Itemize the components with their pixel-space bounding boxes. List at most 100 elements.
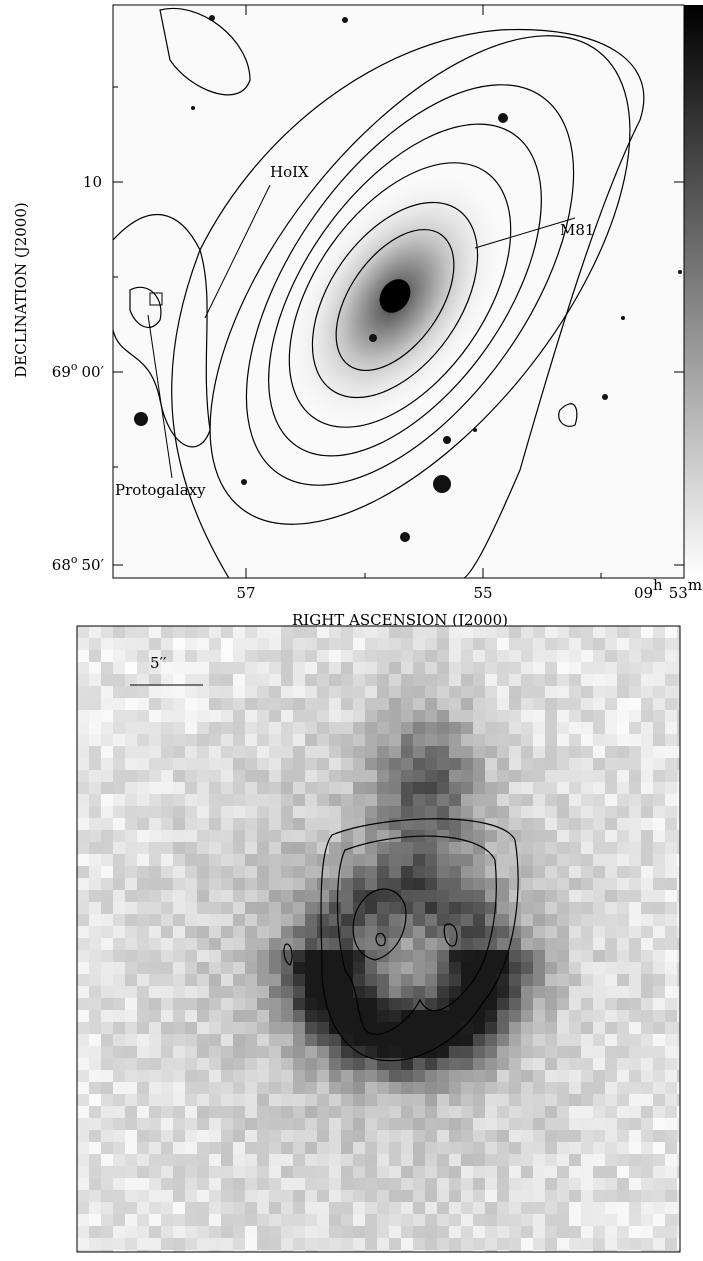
pixel [101,722,113,734]
pixel [389,854,401,866]
pixel [593,1238,605,1250]
pixel [329,890,341,902]
pixel [149,902,161,914]
pixel [557,782,569,794]
pixel [185,1058,197,1070]
pixel [341,938,353,950]
pixel [245,1130,257,1142]
pixel [437,1082,449,1094]
pixel [473,662,485,674]
pixel [545,650,557,662]
pixel [221,1142,233,1154]
pixel [89,1202,101,1214]
pixel [245,1034,257,1046]
pixel [581,1202,593,1214]
pixel [425,1034,437,1046]
pixel [653,866,665,878]
pixel [221,986,233,998]
pixel [257,974,269,986]
pixel [137,1202,149,1214]
pixel [329,818,341,830]
pixel [149,1142,161,1154]
pixel [605,878,617,890]
pixel [653,698,665,710]
pixel [449,746,461,758]
pixel [581,1226,593,1238]
pixel [449,1046,461,1058]
pixel [569,1046,581,1058]
pixel [461,758,473,770]
pixel [413,1058,425,1070]
pixel [617,1190,629,1202]
pixel [557,962,569,974]
pixel [665,734,677,746]
pixel [209,818,221,830]
pixel [629,1154,641,1166]
pixel [77,710,89,722]
pixel [401,626,413,638]
pixel [569,902,581,914]
pixel [473,758,485,770]
pixel [161,1250,173,1257]
pixel [677,1142,689,1154]
pixel [293,986,305,998]
pixel [209,638,221,650]
pixel [497,914,509,926]
pixel [641,878,653,890]
pixel [617,662,629,674]
pixel [377,650,389,662]
pixel [221,710,233,722]
pixel [557,986,569,998]
pixel [665,1046,677,1058]
pixel [629,1034,641,1046]
pixel [101,998,113,1010]
pixel [185,878,197,890]
pixel [485,878,497,890]
pixel [281,674,293,686]
pixel [461,1190,473,1202]
pixel [209,1118,221,1130]
pixel [125,998,137,1010]
pixel [437,710,449,722]
pixel [221,1082,233,1094]
pixel [173,1022,185,1034]
pixel [545,974,557,986]
pixel [317,710,329,722]
pixel [293,1238,305,1250]
pixel [233,986,245,998]
pixel [389,674,401,686]
pixel [269,866,281,878]
pixel [197,1142,209,1154]
pixel [197,1022,209,1034]
pixel [209,806,221,818]
pixel [629,1046,641,1058]
pixel [557,1202,569,1214]
pixel [233,1202,245,1214]
pixel [149,734,161,746]
pixel [641,842,653,854]
pixel [185,938,197,950]
pixel [233,1226,245,1238]
pixel [581,758,593,770]
pixel [305,1118,317,1130]
pixel [485,1034,497,1046]
pixel [113,866,125,878]
pixel [413,770,425,782]
pixel [293,710,305,722]
pixel [221,662,233,674]
pixel [317,1226,329,1238]
pixel [173,1166,185,1178]
pixel [293,758,305,770]
pixel [497,1202,509,1214]
pixel [449,1118,461,1130]
pixel [413,1118,425,1130]
pixel [329,1070,341,1082]
pixel [233,926,245,938]
pixel [485,686,497,698]
pixel [521,854,533,866]
pixel [413,1154,425,1166]
pixel [389,626,401,638]
pixel [521,1166,533,1178]
pixel [377,1118,389,1130]
pixel [581,926,593,938]
